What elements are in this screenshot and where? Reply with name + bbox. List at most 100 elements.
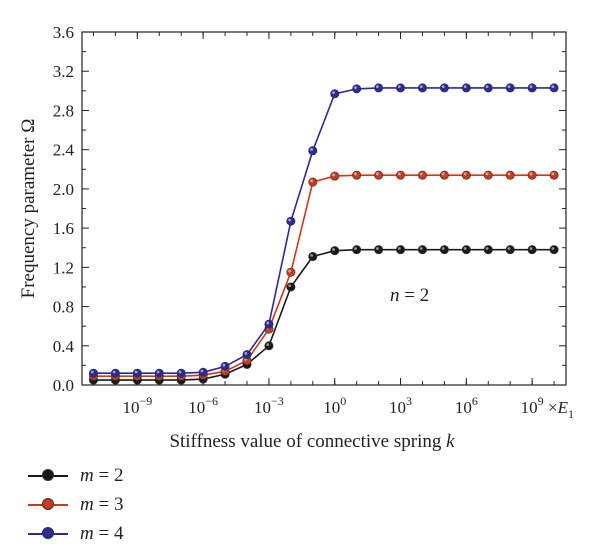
data-point (527, 170, 537, 180)
data-point-highlight (485, 85, 489, 89)
data-point (308, 177, 318, 187)
data-point (352, 245, 362, 255)
data-point-highlight (397, 172, 401, 176)
x-axis-unit: ×E1 (548, 398, 574, 421)
data-point (374, 245, 384, 255)
y-tick-label: 1.2 (53, 258, 74, 277)
legend-marker (42, 469, 54, 481)
data-point (308, 252, 318, 262)
data-point (439, 83, 449, 93)
y-tick-label: 0.0 (53, 376, 74, 395)
data-point-highlight (441, 247, 445, 250)
data-point-highlight (551, 247, 555, 250)
y-tick-label: 2.8 (53, 101, 74, 120)
data-point (396, 170, 406, 180)
data-point-highlight (551, 172, 555, 176)
data-point-highlight (463, 172, 467, 176)
data-point-highlight (222, 363, 226, 367)
data-point-highlight (463, 85, 467, 89)
data-point (461, 170, 471, 180)
data-point (439, 170, 449, 180)
data-point (505, 245, 515, 255)
legend-item: m = 4 (18, 520, 238, 549)
x-tick-label: 10−6 (188, 394, 218, 417)
data-point (483, 245, 493, 255)
data-point-highlight (310, 253, 314, 257)
data-point-highlight (112, 370, 116, 374)
data-point-highlight (529, 172, 533, 176)
y-axis-ticks: 0.0 0.4 0.8 1.2 1.6 2.0 2.4 2.8 3.2 3.6 (53, 23, 566, 395)
data-point (417, 170, 427, 180)
y-tick-label: 3.6 (53, 23, 74, 42)
data-point-highlight (376, 85, 379, 89)
data-point (154, 368, 164, 378)
data-point-highlight (354, 247, 357, 250)
y-tick-label: 0.4 (53, 337, 75, 356)
data-point-highlight (266, 321, 270, 325)
data-point (220, 361, 230, 371)
data-point (198, 367, 208, 377)
x-tick-label: 103 (389, 394, 412, 417)
data-point-highlight (529, 85, 533, 89)
data-point (264, 341, 274, 351)
series-3 (88, 83, 559, 378)
data-point (330, 89, 340, 99)
data-point (483, 83, 493, 93)
y-axis-label: Frequency parameter Ω (18, 119, 39, 299)
data-point-highlight (178, 370, 182, 374)
series-1 (88, 245, 559, 385)
legend-label: m = 4 (80, 523, 124, 544)
data-point (483, 170, 493, 180)
y-tick-label: 1.6 (53, 219, 74, 238)
series-2 (88, 170, 559, 381)
data-point-highlight (288, 218, 292, 222)
data-point-highlight (397, 247, 401, 250)
data-point (461, 83, 471, 93)
data-point-highlight (376, 247, 379, 250)
data-point (264, 319, 274, 329)
data-point (549, 170, 559, 180)
annotation: n = 2 (390, 285, 429, 306)
data-point-highlight (354, 86, 357, 90)
data-point-highlight (288, 269, 292, 273)
data-point (286, 216, 296, 226)
y-tick-label: 3.2 (53, 62, 74, 81)
legend-marker (42, 527, 54, 539)
data-point (527, 83, 537, 93)
data-point-highlight (507, 85, 511, 89)
data-point (461, 245, 471, 255)
data-point-highlight (507, 247, 511, 250)
data-point-highlight (463, 247, 467, 250)
data-point (110, 368, 120, 378)
data-point-highlight (419, 172, 423, 176)
data-point (549, 245, 559, 255)
data-point (396, 83, 406, 93)
data-point (374, 83, 384, 93)
data-point-highlight (156, 370, 160, 374)
data-point (176, 368, 186, 378)
data-point-highlight (288, 284, 292, 288)
data-point-highlight (485, 247, 489, 250)
line-chart: 0.00.40.81.21.62.02.42.83.23.610−9 10−6 10… (18, 23, 574, 452)
data-point (505, 83, 515, 93)
x-axis-ticks: 10−9 10−6 10−3 100 103 106 109 (92, 32, 555, 417)
series-line (93, 174, 555, 378)
data-point (549, 83, 559, 93)
data-point-highlight (551, 85, 555, 89)
data-point-highlight (332, 173, 335, 177)
data-point-highlight (419, 85, 423, 89)
data-point-highlight (134, 370, 138, 374)
plot-frame (81, 31, 567, 386)
data-point-highlight (376, 172, 379, 176)
data-point-highlight (310, 179, 314, 183)
data-point (352, 84, 362, 94)
data-point-highlight (200, 369, 204, 373)
series-line (93, 248, 555, 381)
data-point-highlight (419, 247, 423, 250)
x-tick-label: 106 (455, 394, 478, 417)
data-point (505, 170, 515, 180)
data-point-highlight (90, 370, 94, 374)
data-point-highlight (397, 85, 401, 89)
data-point-highlight (441, 172, 445, 176)
legend-label: m = 3 (80, 494, 124, 515)
